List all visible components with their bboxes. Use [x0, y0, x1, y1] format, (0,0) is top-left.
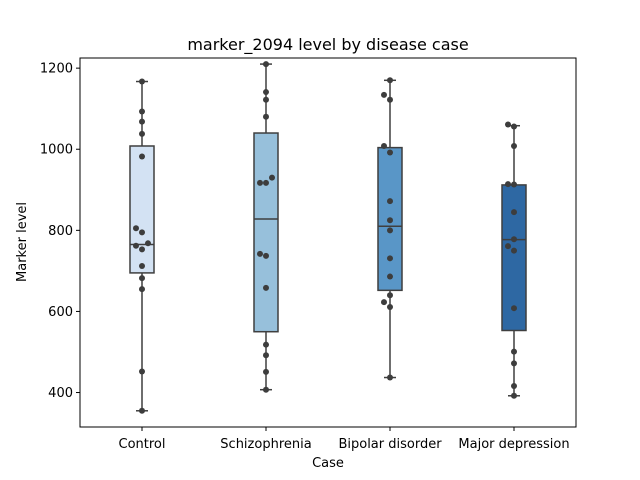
data-point	[511, 360, 517, 367]
data-point	[511, 247, 517, 254]
data-point	[133, 225, 139, 232]
data-point	[387, 292, 393, 299]
x-tick-label: Major depression	[458, 437, 569, 452]
data-point	[511, 209, 517, 216]
data-point	[387, 255, 393, 262]
data-point	[139, 78, 145, 85]
x-axis-label: Case	[312, 456, 344, 471]
data-point	[505, 121, 511, 128]
data-point	[387, 149, 393, 156]
data-point	[387, 227, 393, 234]
y-tick-label: 800	[48, 224, 73, 239]
data-point	[139, 286, 145, 293]
y-tick-label: 1000	[40, 143, 73, 158]
boxes	[129, 63, 527, 412]
box-schizophrenia	[253, 63, 279, 391]
y-tick-label: 400	[48, 386, 73, 401]
data-point	[511, 392, 517, 399]
data-point	[511, 236, 517, 243]
data-point	[263, 179, 269, 186]
x-tick-label: Schizophrenia	[220, 437, 311, 452]
data-point	[263, 341, 269, 348]
data-point	[387, 303, 393, 310]
data-point	[269, 174, 275, 181]
data-point	[263, 113, 269, 120]
data-point	[263, 252, 269, 259]
data-point	[263, 386, 269, 393]
data-point	[263, 284, 269, 291]
data-point	[257, 179, 263, 186]
data-point	[387, 374, 393, 381]
data-point	[139, 275, 145, 282]
box-iqr	[253, 132, 279, 333]
box-iqr	[129, 145, 155, 274]
x-tick-label: Control	[119, 437, 166, 452]
x-tick-label: Bipolar disorder	[338, 437, 442, 452]
data-point	[257, 250, 263, 257]
data-point	[511, 181, 517, 188]
data-point	[263, 61, 269, 68]
data-point	[133, 242, 139, 249]
data-point	[505, 181, 511, 188]
x-axis: Control Schizophrenia Bipolar disorder Majo…	[119, 427, 570, 452]
data-point	[139, 118, 145, 125]
y-tick-label: 1200	[40, 62, 73, 77]
data-point	[263, 368, 269, 375]
data-points	[133, 61, 517, 414]
data-point	[505, 243, 511, 250]
data-point	[139, 153, 145, 160]
data-point	[145, 240, 151, 247]
data-point	[387, 77, 393, 84]
data-point	[381, 91, 387, 98]
plot-area	[79, 57, 577, 428]
data-point	[139, 368, 145, 375]
chart-title: marker_2094 level by disease case	[187, 35, 468, 55]
data-point	[387, 96, 393, 103]
data-point	[511, 348, 517, 355]
data-point	[139, 407, 145, 414]
data-point	[381, 299, 387, 306]
data-point	[387, 273, 393, 280]
data-point	[511, 123, 517, 130]
data-point	[139, 108, 145, 115]
data-point	[263, 352, 269, 359]
data-point	[139, 263, 145, 270]
data-point	[263, 89, 269, 96]
data-point	[511, 142, 517, 149]
data-point	[511, 383, 517, 390]
data-point	[387, 198, 393, 205]
data-point	[381, 142, 387, 149]
y-axis: 400 600 800 1000 1200	[40, 62, 80, 401]
data-point	[139, 246, 145, 253]
data-point	[511, 305, 517, 312]
data-point	[387, 217, 393, 224]
data-point	[139, 130, 145, 137]
data-point	[139, 229, 145, 236]
y-axis-label: Marker level	[15, 202, 30, 282]
data-point	[263, 96, 269, 103]
y-tick-label: 600	[48, 305, 73, 320]
